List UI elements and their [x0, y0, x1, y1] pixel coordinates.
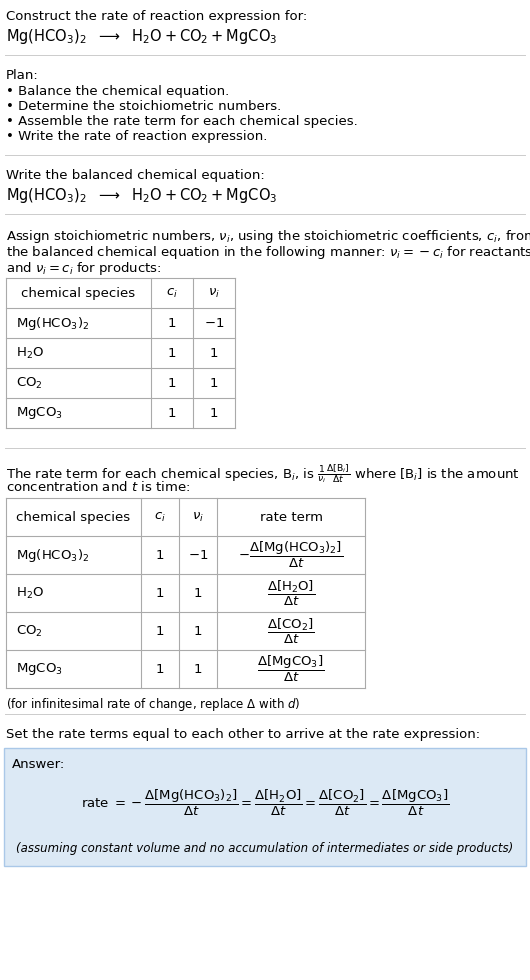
Text: $\mathrm{Mg(HCO_3)_2}$  $\longrightarrow$  $\mathrm{H_2O + CO_2 + MgCO_3}$: $\mathrm{Mg(HCO_3)_2}$ $\longrightarrow$… — [6, 186, 277, 205]
Text: 1: 1 — [156, 624, 164, 638]
Text: $\mathrm{H_2O}$: $\mathrm{H_2O}$ — [16, 585, 44, 601]
Text: $\nu_i$: $\nu_i$ — [192, 511, 204, 523]
Text: chemical species: chemical species — [16, 511, 130, 523]
Text: the balanced chemical equation in the following manner: $\nu_i = -c_i$ for react: the balanced chemical equation in the fo… — [6, 244, 530, 261]
Text: $\dfrac{\Delta[\mathrm{H_2O}]}{\Delta t}$: $\dfrac{\Delta[\mathrm{H_2O}]}{\Delta t}… — [267, 578, 315, 608]
Text: • Determine the stoichiometric numbers.: • Determine the stoichiometric numbers. — [6, 100, 281, 113]
Text: Assign stoichiometric numbers, $\nu_i$, using the stoichiometric coefficients, $: Assign stoichiometric numbers, $\nu_i$, … — [6, 228, 530, 245]
Text: 1: 1 — [210, 347, 218, 360]
Text: 1: 1 — [156, 586, 164, 600]
Text: The rate term for each chemical species, B$_i$, is $\frac{1}{\nu_i}\frac{\Delta[: The rate term for each chemical species,… — [6, 462, 520, 485]
Text: $\mathrm{Mg(HCO_3)_2}$  $\longrightarrow$  $\mathrm{H_2O + CO_2 + MgCO_3}$: $\mathrm{Mg(HCO_3)_2}$ $\longrightarrow$… — [6, 27, 277, 46]
Text: rate $= -\dfrac{\Delta[\mathrm{Mg(HCO_3)_2}]}{\Delta t} = \dfrac{\Delta[\mathrm{: rate $= -\dfrac{\Delta[\mathrm{Mg(HCO_3)… — [81, 788, 449, 818]
Text: $-1$: $-1$ — [204, 317, 224, 329]
Text: $\mathrm{CO_2}$: $\mathrm{CO_2}$ — [16, 623, 43, 639]
Text: 1: 1 — [194, 586, 202, 600]
Text: 1: 1 — [156, 549, 164, 562]
Text: (for infinitesimal rate of change, replace $\Delta$ with $d$): (for infinitesimal rate of change, repla… — [6, 696, 301, 713]
Text: Write the balanced chemical equation:: Write the balanced chemical equation: — [6, 169, 265, 182]
Text: concentration and $t$ is time:: concentration and $t$ is time: — [6, 480, 190, 494]
Text: $-\dfrac{\Delta[\mathrm{Mg(HCO_3)_2}]}{\Delta t}$: $-\dfrac{\Delta[\mathrm{Mg(HCO_3)_2}]}{\… — [238, 540, 343, 570]
Text: 1: 1 — [194, 624, 202, 638]
Text: $\mathrm{MgCO_3}$: $\mathrm{MgCO_3}$ — [16, 405, 63, 421]
Text: $\mathrm{H_2O}$: $\mathrm{H_2O}$ — [16, 346, 44, 361]
Text: Answer:: Answer: — [12, 758, 65, 771]
Text: 1: 1 — [210, 376, 218, 389]
Text: rate term: rate term — [260, 511, 322, 523]
Text: 1: 1 — [156, 662, 164, 675]
Text: 1: 1 — [168, 376, 176, 389]
FancyBboxPatch shape — [4, 748, 526, 866]
Text: $-1$: $-1$ — [188, 549, 208, 562]
Text: 1: 1 — [210, 407, 218, 419]
Text: 1: 1 — [168, 317, 176, 329]
Text: and $\nu_i = c_i$ for products:: and $\nu_i = c_i$ for products: — [6, 260, 162, 277]
Text: 1: 1 — [168, 407, 176, 419]
Text: $\mathrm{CO_2}$: $\mathrm{CO_2}$ — [16, 375, 43, 391]
Text: Construct the rate of reaction expression for:: Construct the rate of reaction expressio… — [6, 10, 307, 23]
Text: $\mathrm{Mg(HCO_3)_2}$: $\mathrm{Mg(HCO_3)_2}$ — [16, 547, 89, 563]
Text: $\dfrac{\Delta[\mathrm{MgCO_3}]}{\Delta t}$: $\dfrac{\Delta[\mathrm{MgCO_3}]}{\Delta … — [258, 654, 325, 684]
Text: $\dfrac{\Delta[\mathrm{CO_2}]}{\Delta t}$: $\dfrac{\Delta[\mathrm{CO_2}]}{\Delta t}… — [267, 616, 315, 646]
Text: • Assemble the rate term for each chemical species.: • Assemble the rate term for each chemic… — [6, 115, 358, 128]
Text: Plan:: Plan: — [6, 69, 39, 82]
Text: $c_i$: $c_i$ — [166, 286, 178, 300]
Text: 1: 1 — [194, 662, 202, 675]
Text: Set the rate terms equal to each other to arrive at the rate expression:: Set the rate terms equal to each other t… — [6, 728, 480, 741]
Text: • Balance the chemical equation.: • Balance the chemical equation. — [6, 85, 229, 98]
Text: $\mathrm{MgCO_3}$: $\mathrm{MgCO_3}$ — [16, 661, 63, 677]
Text: $\mathrm{Mg(HCO_3)_2}$: $\mathrm{Mg(HCO_3)_2}$ — [16, 315, 89, 331]
Text: 1: 1 — [168, 347, 176, 360]
Text: $\nu_i$: $\nu_i$ — [208, 286, 220, 300]
Text: $c_i$: $c_i$ — [154, 511, 166, 523]
Text: chemical species: chemical species — [21, 286, 136, 300]
Text: • Write the rate of reaction expression.: • Write the rate of reaction expression. — [6, 130, 267, 143]
Text: (assuming constant volume and no accumulation of intermediates or side products): (assuming constant volume and no accumul… — [16, 842, 514, 855]
